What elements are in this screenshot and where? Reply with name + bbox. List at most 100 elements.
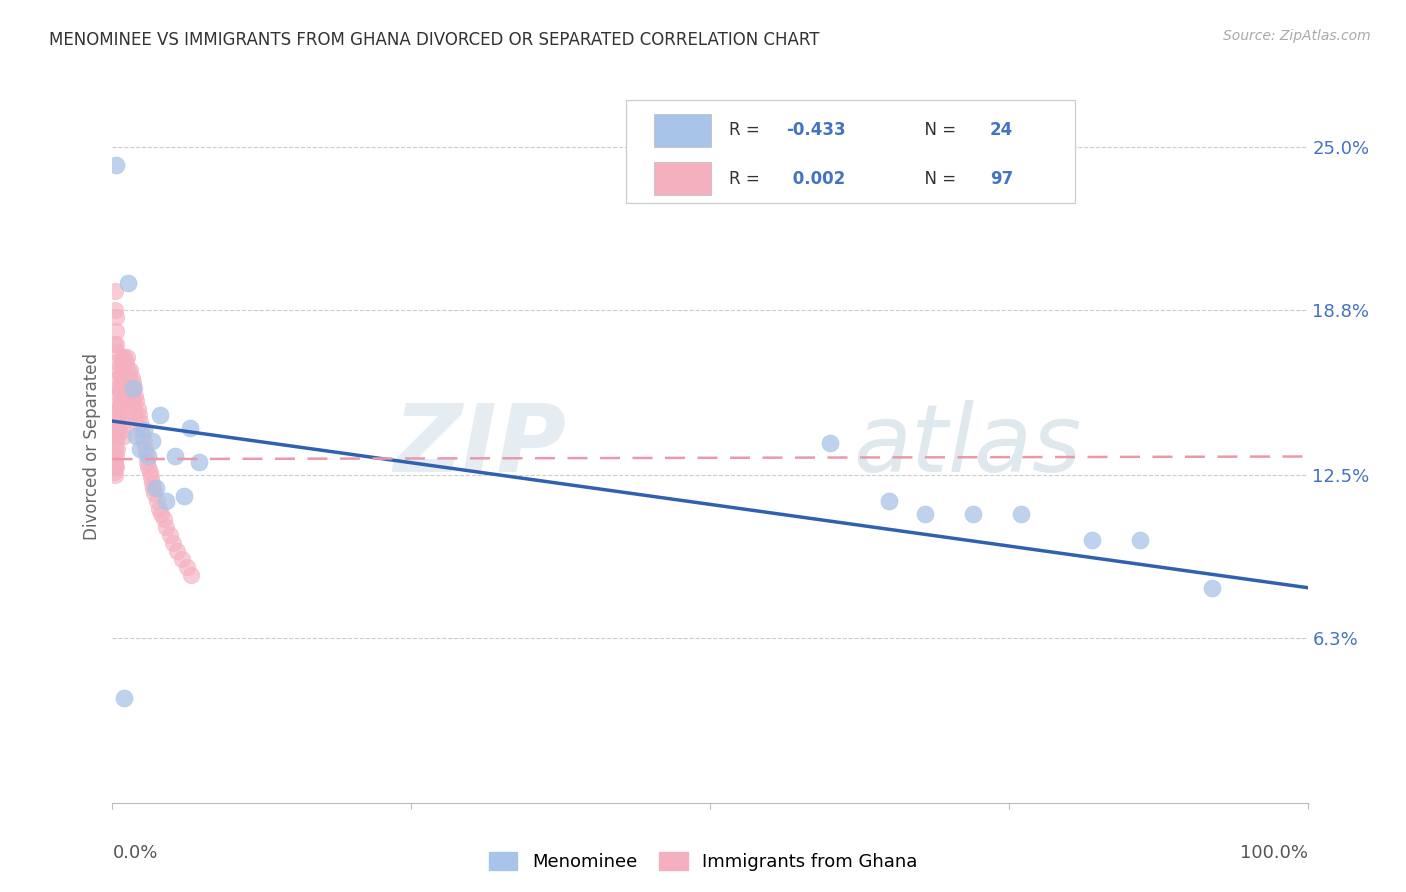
Point — [104, 460, 127, 475]
Point — [138, 450, 160, 464]
Point — [108, 381, 131, 395]
Point — [150, 507, 173, 521]
Point — [112, 376, 135, 390]
Point — [914, 507, 936, 521]
Point — [121, 371, 143, 385]
Point — [125, 416, 148, 430]
Point — [105, 416, 128, 430]
Point — [155, 494, 177, 508]
Point — [124, 389, 146, 403]
Point — [105, 336, 128, 351]
Point — [148, 502, 170, 516]
Point — [114, 355, 136, 369]
Point — [105, 310, 128, 325]
Point — [135, 447, 157, 461]
Text: Source: ZipAtlas.com: Source: ZipAtlas.com — [1223, 29, 1371, 43]
Point — [117, 277, 139, 291]
Point — [121, 389, 143, 403]
Point — [142, 481, 165, 495]
Point — [125, 428, 148, 442]
Point — [111, 381, 134, 395]
Point — [115, 371, 138, 385]
Point — [1201, 581, 1223, 595]
Point — [107, 397, 129, 411]
Point — [105, 355, 128, 369]
Text: 0.0%: 0.0% — [112, 844, 157, 863]
Point — [187, 455, 209, 469]
FancyBboxPatch shape — [654, 161, 711, 195]
Point — [104, 455, 127, 469]
FancyBboxPatch shape — [654, 113, 711, 147]
Point — [173, 489, 195, 503]
Point — [128, 408, 150, 422]
Point — [118, 389, 141, 403]
Point — [110, 397, 132, 411]
Point — [108, 368, 131, 383]
Point — [138, 465, 160, 479]
Point — [103, 460, 125, 475]
Text: -0.433: -0.433 — [786, 121, 846, 139]
Point — [105, 344, 128, 359]
Point — [118, 368, 141, 383]
Point — [105, 423, 128, 437]
Point — [122, 402, 145, 417]
Point — [879, 494, 901, 508]
Point — [127, 402, 149, 417]
Point — [153, 512, 176, 526]
Point — [145, 494, 167, 508]
Text: N =: N = — [914, 169, 962, 187]
Point — [114, 350, 135, 364]
Point — [110, 389, 132, 403]
Point — [103, 450, 125, 464]
Point — [112, 423, 135, 437]
Point — [139, 470, 162, 484]
Point — [131, 428, 153, 442]
Point — [141, 434, 163, 448]
Point — [1081, 533, 1104, 548]
Point — [117, 381, 139, 395]
Point — [107, 363, 129, 377]
Point — [107, 423, 129, 437]
Point — [138, 460, 160, 475]
Point — [115, 350, 138, 364]
Point — [107, 371, 129, 385]
Point — [107, 410, 129, 425]
Point — [155, 520, 177, 534]
Legend: Menominee, Immigrants from Ghana: Menominee, Immigrants from Ghana — [481, 845, 925, 879]
Point — [110, 408, 132, 422]
Point — [111, 416, 134, 430]
Point — [103, 465, 125, 479]
Point — [120, 381, 142, 395]
Text: 0.002: 0.002 — [786, 169, 845, 187]
Point — [110, 371, 132, 385]
Point — [145, 481, 167, 495]
Point — [105, 402, 128, 417]
Text: 24: 24 — [990, 121, 1012, 139]
Point — [108, 384, 131, 398]
Text: R =: R = — [730, 169, 765, 187]
Point — [143, 486, 166, 500]
Point — [114, 690, 135, 705]
Point — [114, 428, 135, 442]
Point — [132, 423, 155, 437]
Point — [104, 467, 127, 482]
Text: 97: 97 — [990, 169, 1012, 187]
Point — [129, 442, 152, 456]
Point — [105, 460, 128, 475]
Text: atlas: atlas — [853, 401, 1081, 491]
Point — [120, 363, 142, 377]
Point — [104, 442, 127, 456]
Point — [114, 376, 136, 390]
Point — [105, 428, 128, 442]
Point — [162, 536, 184, 550]
Point — [104, 284, 127, 298]
Point — [103, 336, 125, 351]
Point — [121, 376, 143, 390]
Point — [117, 363, 139, 377]
Point — [108, 402, 131, 417]
Point — [110, 355, 132, 369]
Point — [121, 394, 143, 409]
Point — [104, 302, 127, 317]
Point — [1010, 507, 1032, 521]
Point — [134, 442, 156, 456]
